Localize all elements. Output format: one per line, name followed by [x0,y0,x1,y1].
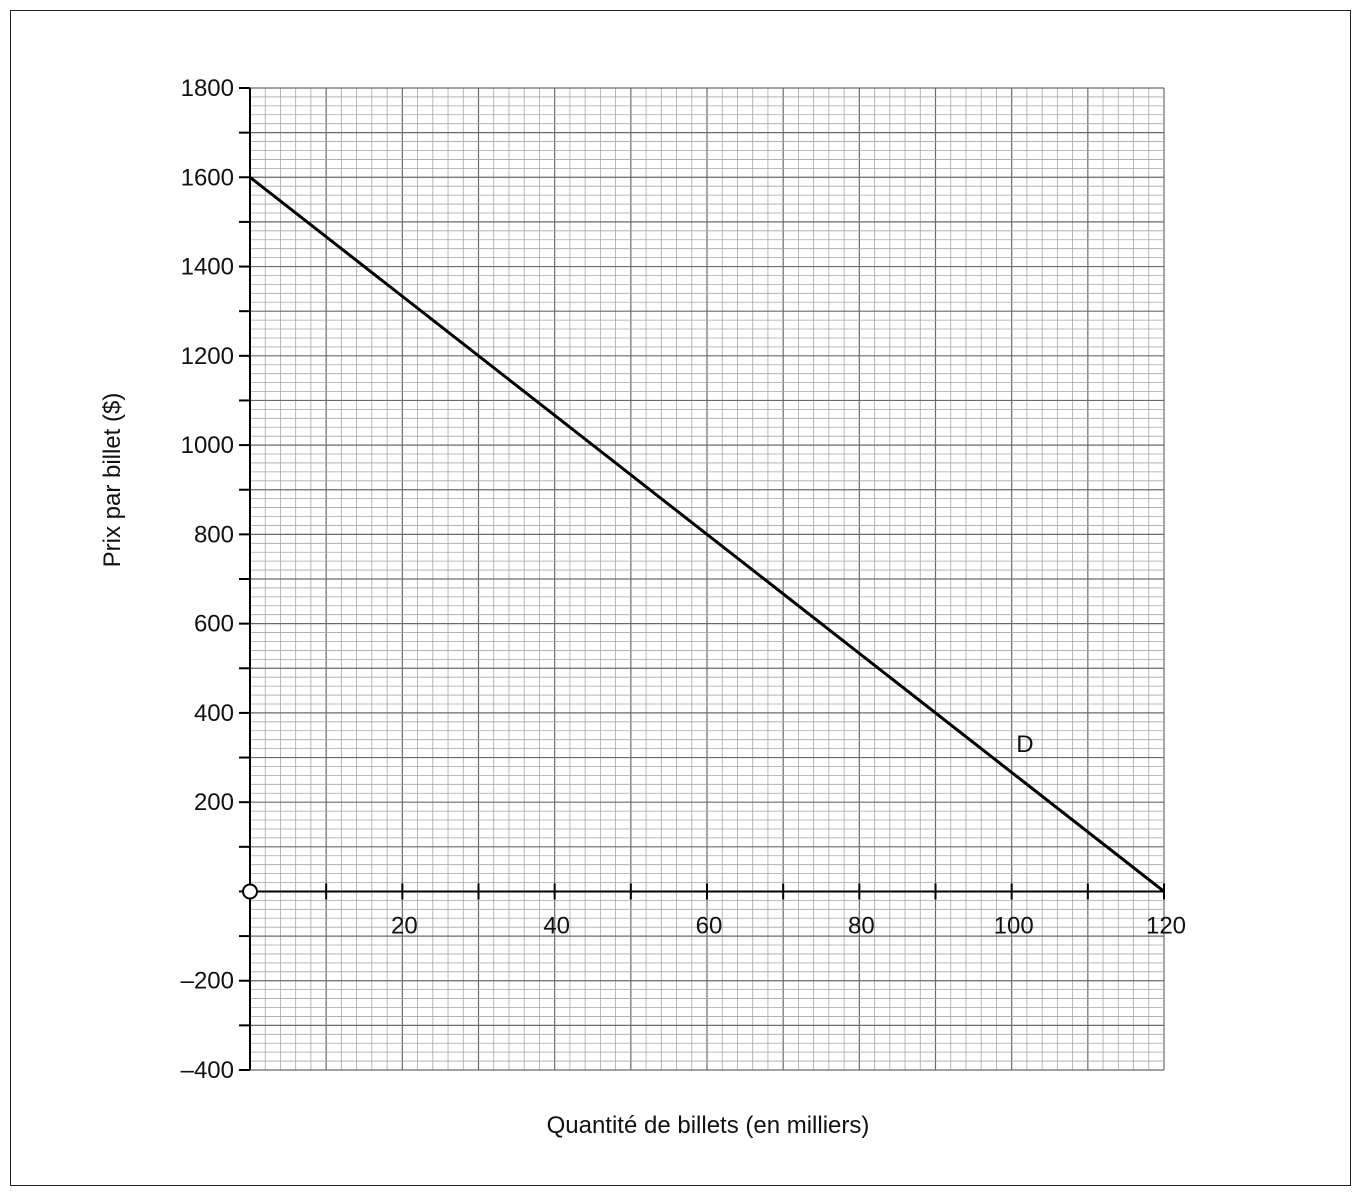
y-tick-label: 600 [194,611,234,638]
tick-labels: –400 –200 200 400 600 800 1000 1200 1400 1600 1800… [181,75,1186,1084]
grid [249,87,1165,1071]
x-tick-label: 100 [994,912,1034,939]
x-tick-label: 80 [848,912,875,939]
series-layer: D [249,176,1165,893]
y-tick-label: 1400 [181,254,234,281]
x-tick-label: 120 [1146,912,1186,939]
y-tick-label: 200 [194,789,234,816]
y-tick-label: –400 [181,1057,234,1084]
y-tick-label: –200 [181,968,234,995]
x-tick-label: 60 [696,912,723,939]
y-tick-label: 800 [194,521,234,548]
y-axis-title: Prix par billet ($) [99,393,126,568]
y-tick-label: 1000 [181,432,234,459]
y-tick-label: 1800 [181,75,234,102]
y-tick-label: 400 [194,700,234,727]
origin-marker [242,883,258,900]
x-axis-title: Quantité de billets (en milliers) [547,1112,870,1139]
x-tick-label: 40 [543,912,570,939]
axes [239,87,1165,1071]
y-tick-label: 1600 [181,164,234,191]
series-label: D [1016,731,1033,758]
x-tick-label: 20 [391,912,418,939]
y-tick-label: 1200 [181,343,234,370]
series-line-d [249,176,1165,893]
